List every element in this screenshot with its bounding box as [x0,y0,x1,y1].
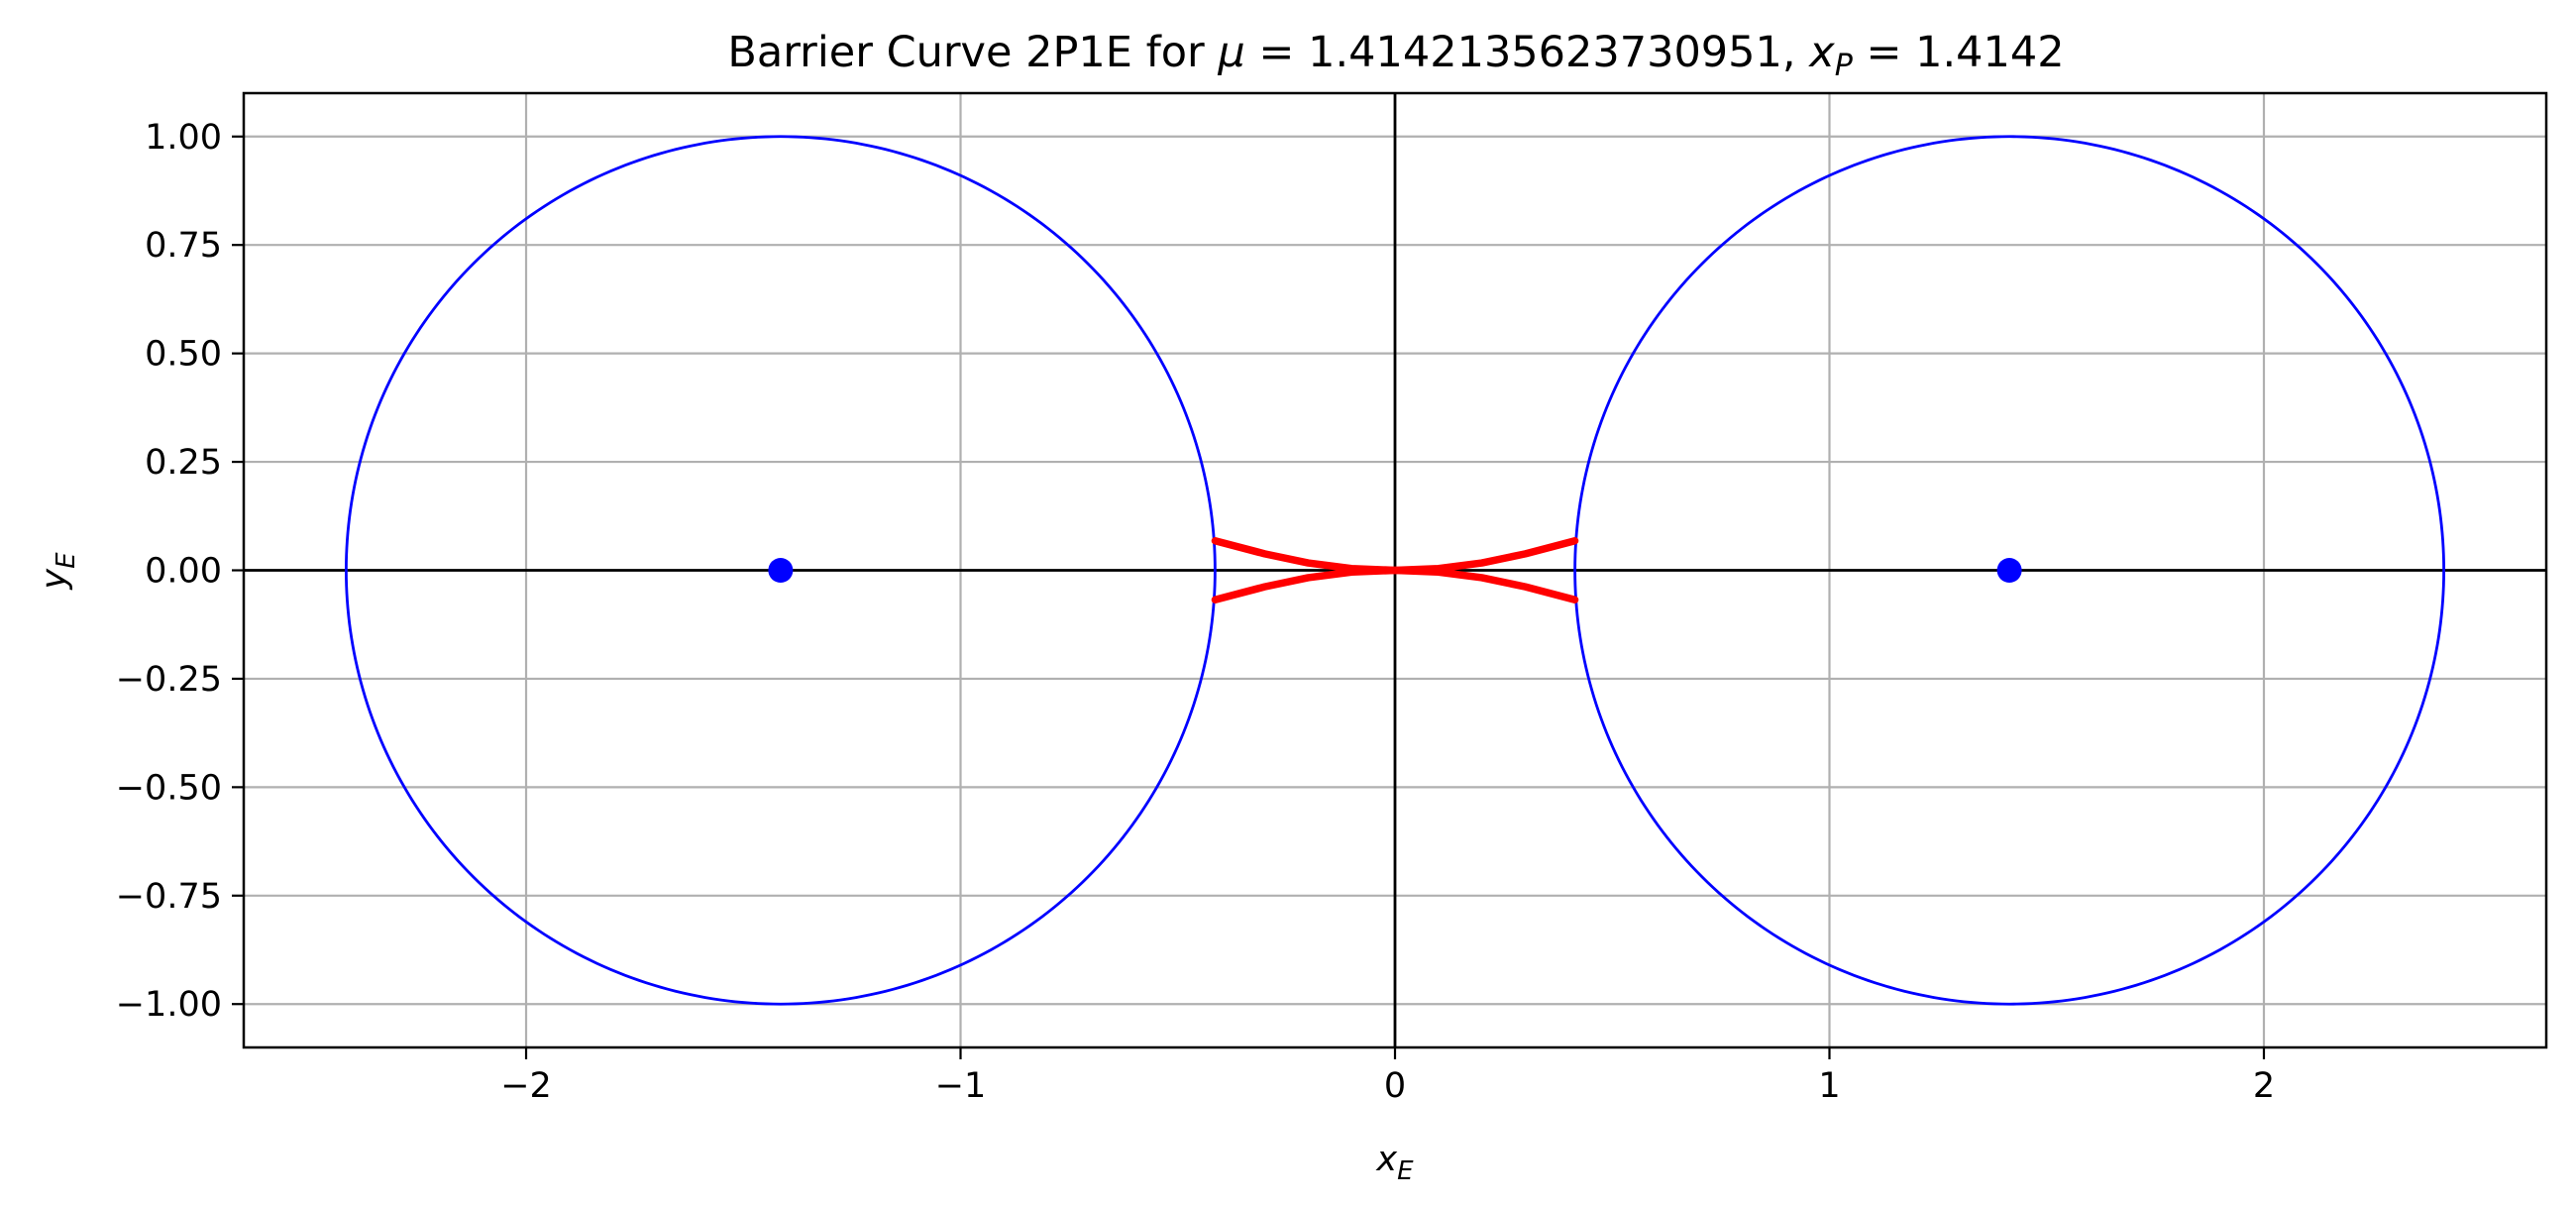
y-tick-label: 0.00 [145,552,222,592]
x-tick-label: −2 [500,1066,552,1106]
y-axis-label: yE [35,552,81,591]
x-axis-label: xE [1375,1140,1414,1186]
chart-title: Barrier Curve 2P1E for μ = 1.41421356237… [727,28,2064,83]
x-tick-label: 0 [1384,1066,1406,1106]
y-axis-ticks: 1.00 0.75 0.50 0.25 0.00 −0.25 −0.50 −0.75 −1.00 [116,118,244,1025]
x-tick-label: 1 [1818,1066,1840,1106]
y-tick-label: 0.50 [145,335,222,375]
point-marker-2 [1996,558,2022,583]
y-tick-label: −1.00 [116,985,222,1025]
circle-curve-1 [344,135,1217,1006]
circle-curve-2 [1573,135,2446,1006]
y-tick-label: 0.25 [145,443,222,483]
point-marker-1 [768,558,794,583]
x-tick-label: 2 [2253,1066,2275,1106]
y-tick-label: −0.50 [116,768,222,808]
x-axis-ticks: −2 −1 0 1 2 [500,1047,2275,1106]
barrier-curve-2 [1211,566,1579,604]
y-tick-label: −0.75 [116,877,222,917]
x-tick-label: −1 [935,1066,987,1106]
points-layer [768,558,2022,583]
barrier-curves-layer [1211,536,1579,604]
y-tick-label: 1.00 [145,118,222,158]
y-tick-label: −0.25 [116,660,222,700]
circles-layer [344,135,2446,1006]
y-tick-label: 0.75 [145,226,222,266]
